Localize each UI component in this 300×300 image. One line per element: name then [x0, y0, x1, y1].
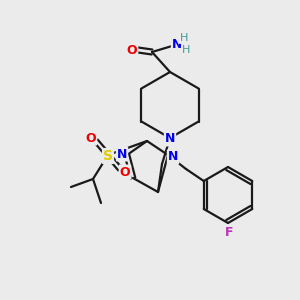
Text: F: F: [225, 226, 233, 239]
Text: H: H: [182, 45, 190, 55]
Text: O: O: [127, 44, 137, 56]
Text: S: S: [103, 149, 113, 163]
Text: N: N: [117, 148, 127, 160]
Text: H: H: [180, 33, 188, 43]
Text: N: N: [165, 133, 175, 146]
Text: O: O: [86, 131, 96, 145]
Text: N: N: [172, 38, 182, 52]
Text: O: O: [120, 166, 130, 178]
Text: N: N: [168, 151, 178, 164]
